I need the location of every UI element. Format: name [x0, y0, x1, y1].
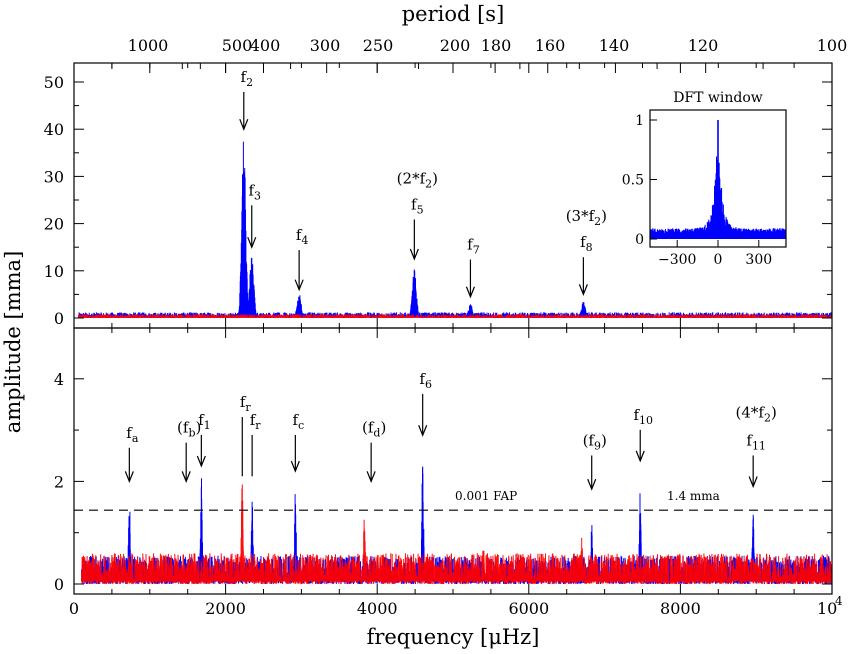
period-label-250: 250 — [363, 36, 394, 55]
inset-ytick-label: 0 — [635, 232, 644, 248]
inset-xtick-label: 0 — [714, 252, 723, 268]
inset-ytick-label: 0.5 — [622, 173, 644, 189]
label-f11: f11 — [746, 431, 766, 452]
bottom-series-group — [81, 466, 833, 584]
top-ytick-label-0: 0 — [54, 309, 64, 328]
bottom-ytick-label-0: 0 — [54, 575, 64, 594]
inset-xtick-label: 300 — [745, 252, 772, 268]
label-h3: (3*f2) — [566, 207, 607, 228]
arrow-f9-head — [587, 478, 597, 491]
xtick-exponent: 4 — [835, 594, 843, 608]
arrow-f3-head — [247, 236, 257, 249]
label-f4: f4 — [296, 226, 309, 247]
label-f2: f2 — [241, 68, 254, 89]
xtick-label-0: 0 — [69, 599, 79, 618]
label-f3: f3 — [248, 181, 261, 202]
xtick-label-4000: 4000 — [357, 599, 398, 618]
period-label-180: 180 — [481, 36, 512, 55]
label-fd: (fd) — [362, 419, 386, 440]
arrow-f1-head — [196, 455, 206, 468]
dft-window-inset: DFT window −300 0 300 0 0.5 1 — [622, 90, 787, 268]
top-ytick-label-30: 30 — [44, 167, 64, 186]
period-label-100: 100 — [817, 36, 848, 55]
period-label-300: 300 — [310, 36, 341, 55]
arrow-fc-head — [290, 460, 300, 473]
top-ytick-label-20: 20 — [44, 215, 64, 234]
period-label-400: 400 — [250, 36, 281, 55]
inset-ticks: −300 0 300 0 0.5 1 — [622, 113, 772, 268]
label-fr2: fr — [250, 411, 262, 432]
label-h2: (2*f2) — [397, 169, 438, 190]
arrow-fb-head — [181, 471, 191, 484]
period-label-120: 120 — [688, 36, 719, 55]
period-label-160: 160 — [535, 36, 566, 55]
label-f8: f8 — [580, 233, 593, 254]
period-label-140: 140 — [599, 36, 630, 55]
fap-label: 0.001 FAP — [455, 489, 517, 503]
arrow-f7-head — [465, 286, 475, 299]
label-fr1: fr — [240, 393, 252, 414]
top-ytick-label-50: 50 — [44, 73, 64, 92]
inset-title: DFT window — [673, 90, 763, 106]
arrow-f11-head — [748, 476, 758, 489]
arrow-fa-head — [124, 471, 134, 484]
top-series-red — [78, 314, 833, 318]
period-label-500: 500 — [222, 36, 253, 55]
label-h4: (4*f2) — [736, 403, 777, 424]
left-axis-title: amplitude [mma] — [1, 251, 25, 434]
bottom-ytick-label-2: 2 — [54, 472, 64, 491]
period-label-200: 200 — [440, 36, 471, 55]
top-ytick-label-10: 10 — [44, 262, 64, 281]
inset-ytick-label: 1 — [635, 113, 644, 129]
arrow-f10-head — [635, 450, 645, 463]
xtick-label-10: 10 — [817, 599, 837, 618]
label-f5: f5 — [411, 195, 424, 216]
label-f1: f1 — [198, 411, 211, 432]
xtick-label-8000: 8000 — [660, 599, 701, 618]
arrow-f8-head — [578, 284, 588, 297]
label-fa: fa — [126, 424, 139, 445]
bottom-axis-title: frequency [μHz] — [367, 625, 540, 649]
top-ytick-label-40: 40 — [44, 120, 64, 139]
inset-xtick-label: −300 — [658, 252, 696, 268]
top-axis-title: period [s] — [402, 2, 505, 26]
period-label-1000: 1000 — [128, 36, 169, 55]
label-fb: (fb) — [177, 419, 201, 440]
label-f7: f7 — [467, 236, 480, 257]
top-series-group — [78, 141, 833, 318]
bottom-series-red — [81, 484, 833, 584]
arrow-f5-head — [409, 248, 419, 261]
arrow-fd-head — [366, 471, 376, 484]
bottom-panel-frame — [73, 327, 833, 595]
label-f9: (f9) — [583, 431, 607, 452]
label-f6: f6 — [419, 370, 432, 391]
top-annotations: f2 f3 f4 f5 f7 f8 (2*f2) (3*f2) — [239, 68, 607, 299]
bottom-ytick-label-4: 4 — [54, 370, 64, 389]
arrow-f4-head — [294, 279, 304, 292]
label-f10: f10 — [633, 406, 653, 427]
xtick-label-6000: 6000 — [508, 599, 549, 618]
label-fc: fc — [292, 411, 304, 432]
xtick-label-2000: 2000 — [205, 599, 246, 618]
arrow-f2-head — [239, 118, 249, 131]
threshold-value-label: 1.4 mma — [667, 489, 720, 503]
arrow-f6-head — [418, 425, 428, 437]
